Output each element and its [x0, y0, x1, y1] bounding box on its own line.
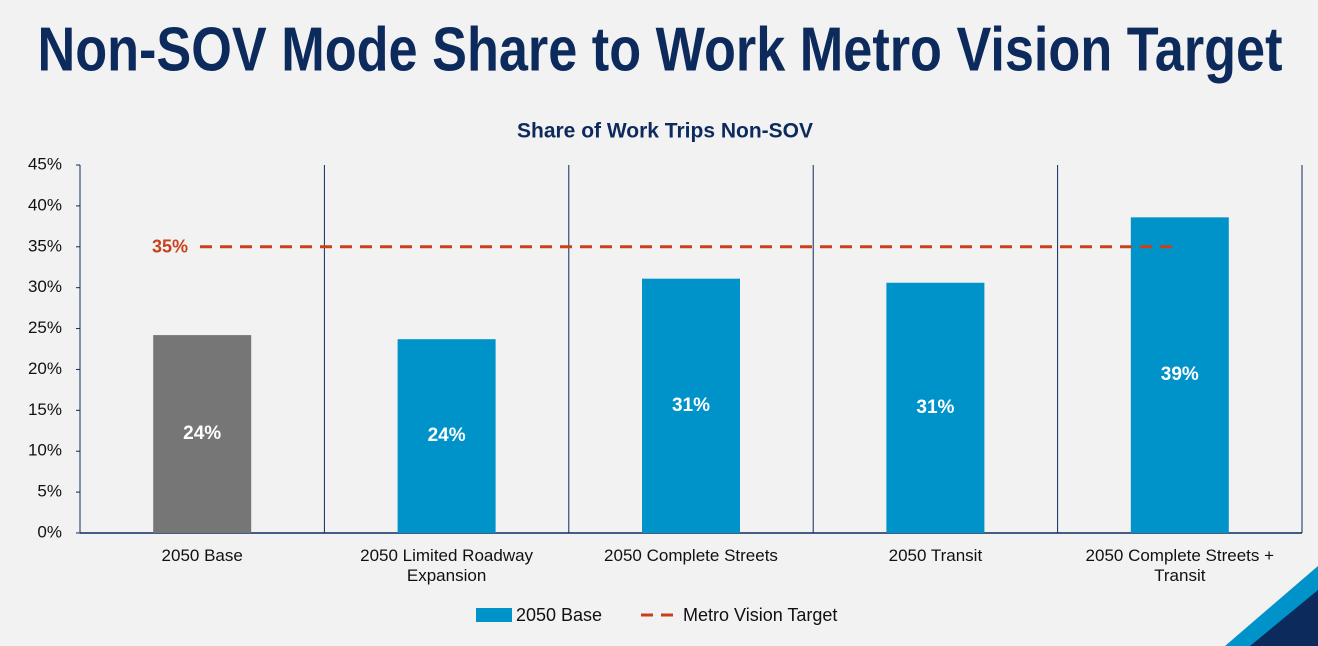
x-tick-label: 2050 Complete Streets — [604, 546, 778, 565]
x-tick-label: 2050 Base — [161, 546, 243, 565]
x-tick-label: 2050 Transit — [888, 546, 983, 565]
corner-decoration — [1250, 590, 1318, 646]
y-tick-label: 45% — [28, 154, 62, 173]
data-label: 31% — [916, 397, 954, 418]
x-tick-label: 2050 Complete Streets + Transit — [1085, 546, 1275, 585]
y-tick-label: 5% — [37, 482, 62, 501]
y-tick-label: 0% — [37, 522, 62, 541]
data-label: 39% — [1161, 364, 1199, 385]
legend-label: 2050 Base — [516, 605, 602, 625]
x-tick-label: 2050 Limited Roadway Expansion — [360, 546, 534, 585]
y-tick-label: 30% — [28, 277, 62, 296]
bar — [642, 278, 740, 533]
chart-subtitle: Share of Work Trips Non-SOV — [517, 120, 813, 143]
y-tick-label: 20% — [28, 359, 62, 378]
y-tick-label: 15% — [28, 400, 62, 419]
legend-label: Metro Vision Target — [683, 605, 837, 625]
data-label: 24% — [183, 423, 221, 444]
bar — [886, 282, 985, 533]
target-label: 35% — [152, 237, 188, 257]
y-tick-label: 35% — [28, 236, 62, 255]
data-label: 24% — [428, 425, 466, 446]
bar — [397, 339, 496, 533]
y-tick-label: 40% — [28, 195, 62, 214]
chart-title: Non-SOV Mode Share to Work Metro Vision … — [38, 15, 1283, 84]
legend-swatch — [476, 608, 512, 622]
y-tick-label: 10% — [28, 441, 62, 460]
bar — [153, 335, 252, 533]
y-tick-label: 25% — [28, 318, 62, 337]
data-label: 31% — [672, 395, 710, 416]
bar — [1130, 217, 1229, 534]
